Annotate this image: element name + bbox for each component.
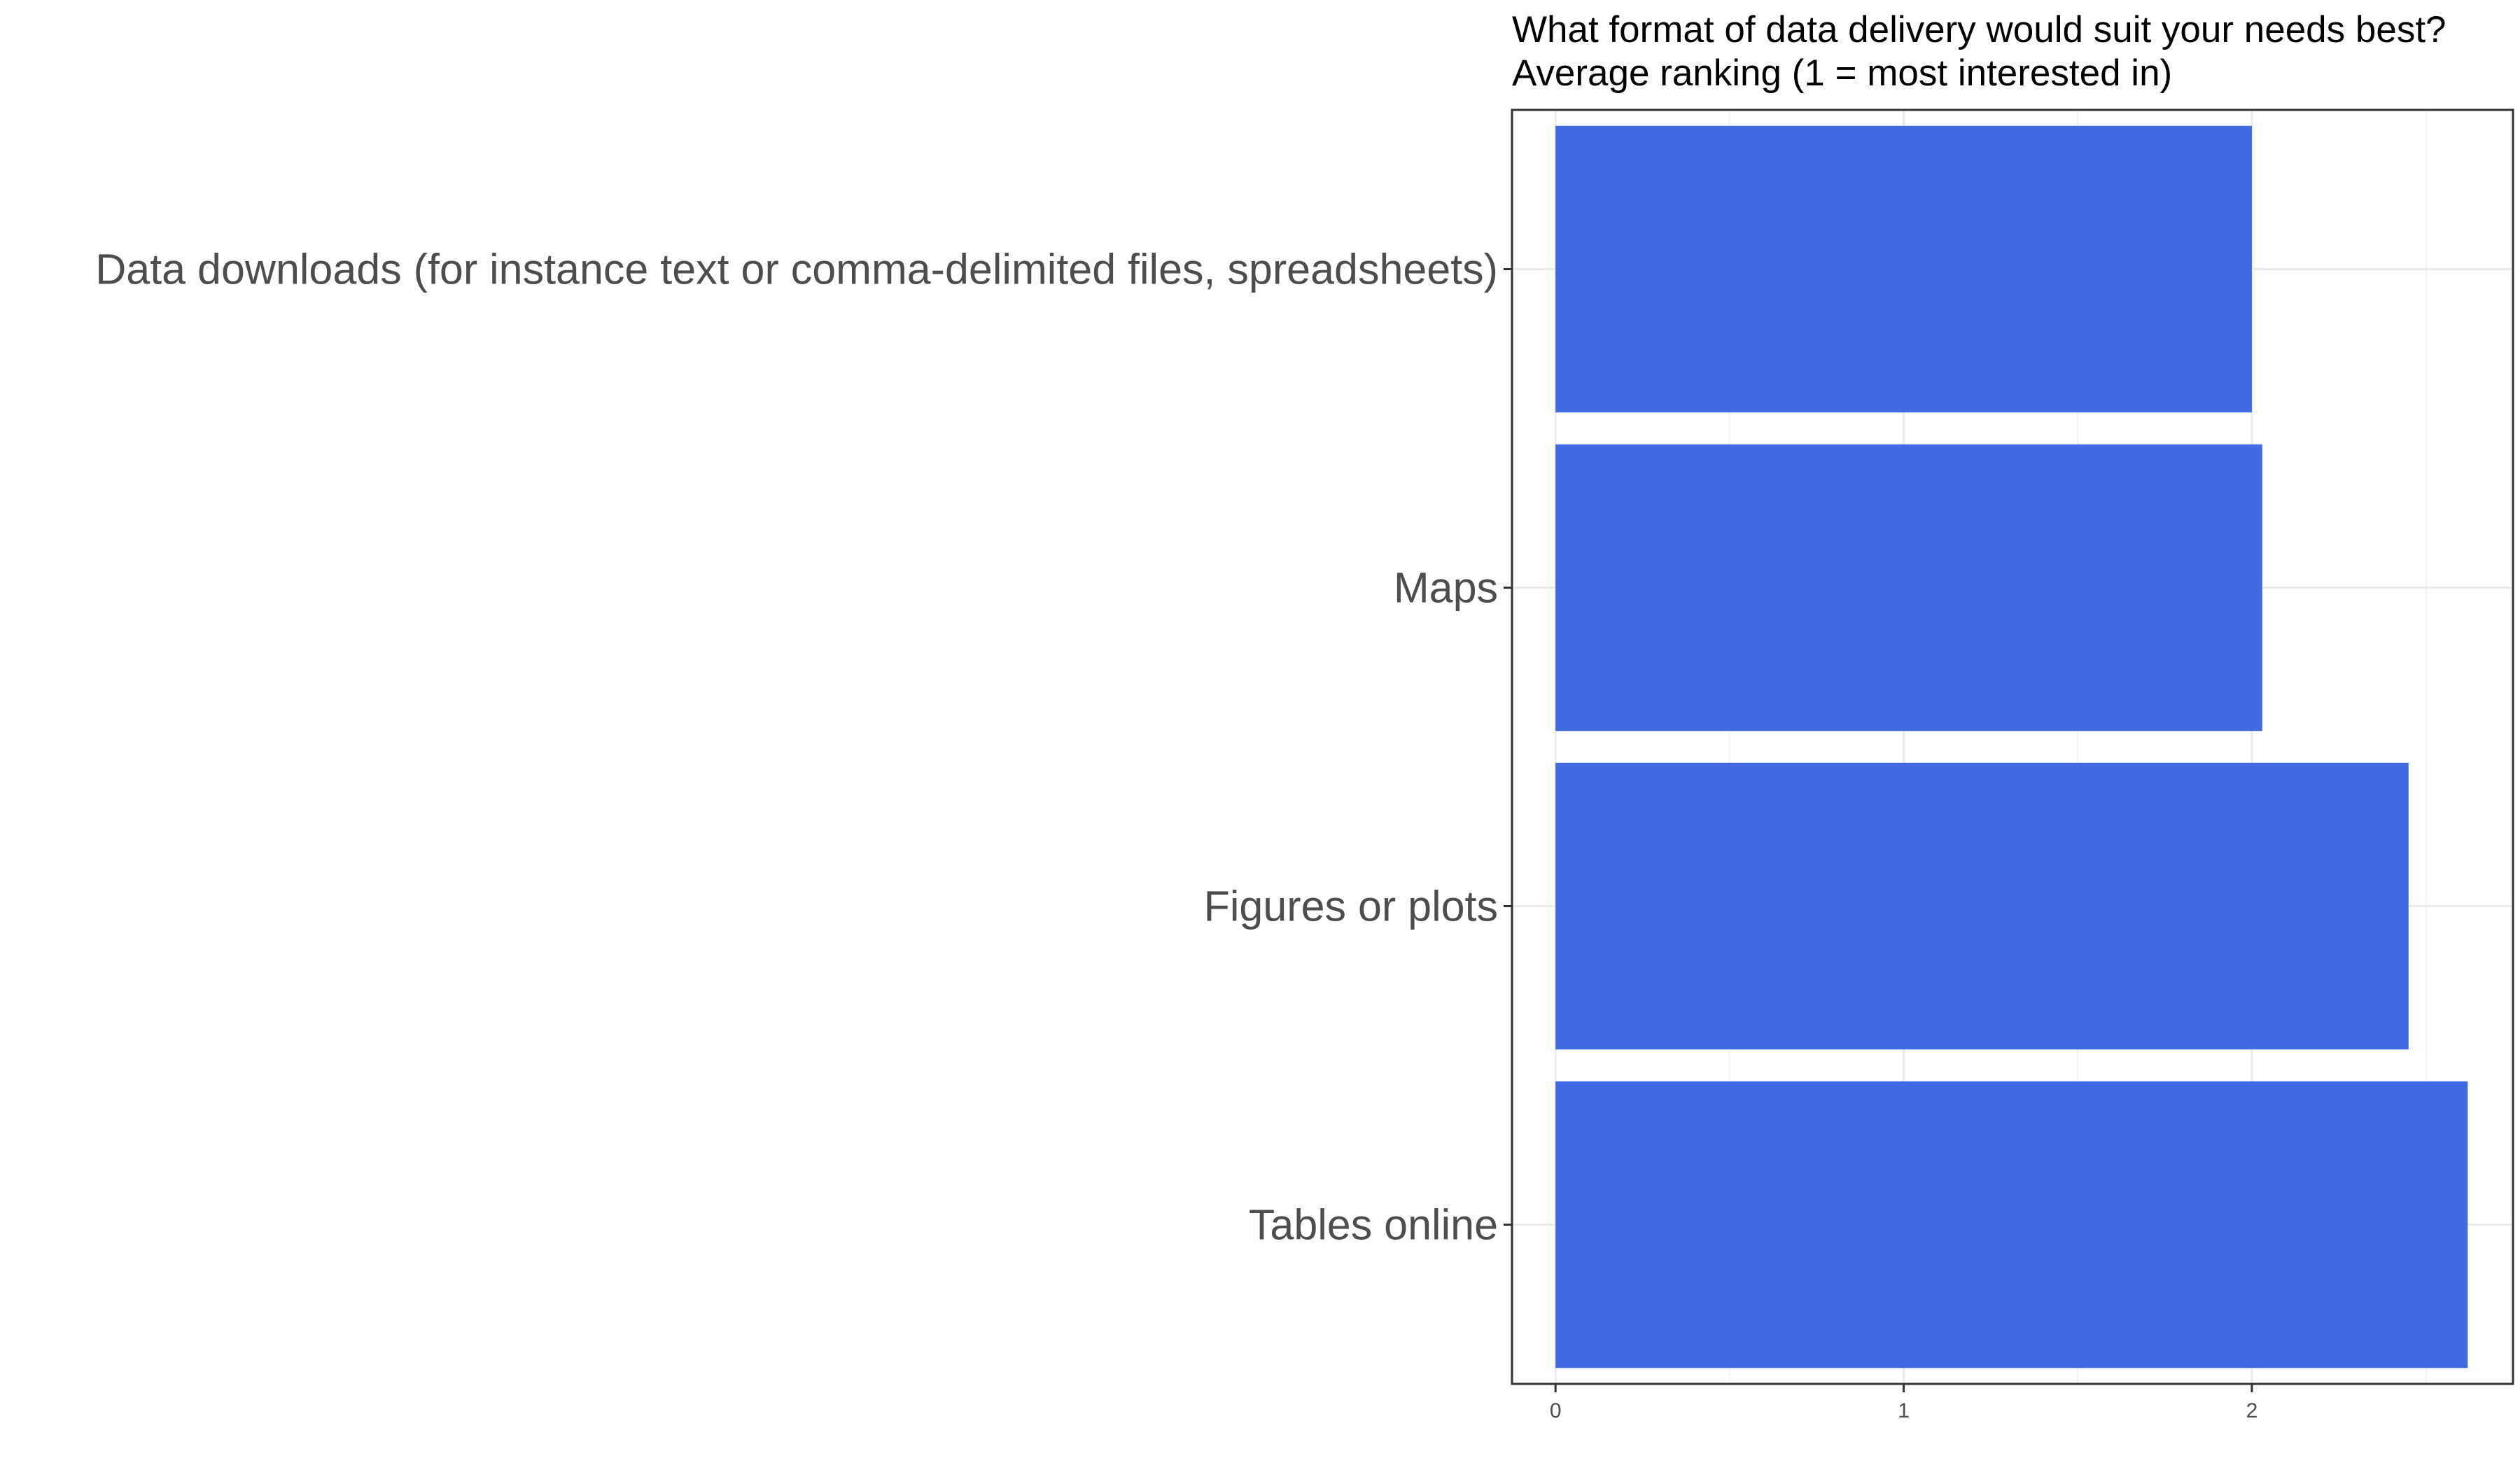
chart-title: What format of data delivery would suit … — [1512, 9, 2446, 50]
category-axis: Data downloads (for instance text or com… — [95, 246, 1512, 1249]
value-axis: 0 1 2 — [1550, 1384, 2258, 1422]
value-tick-label: 1 — [1898, 1399, 1910, 1422]
category-label: Maps — [1394, 564, 1498, 612]
bar — [1555, 444, 2262, 732]
bar — [1555, 1081, 2468, 1368]
value-tick-label: 2 — [2246, 1399, 2258, 1422]
bars — [1555, 125, 2468, 1368]
plot-panel-border — [1511, 108, 2514, 1385]
category-label: Tables online — [1249, 1201, 1498, 1249]
chart-subtitle: Average ranking (1 = most interested in) — [1512, 52, 2172, 94]
category-label: Figures or plots — [1204, 883, 1498, 930]
value-tick-label: 0 — [1550, 1399, 1562, 1422]
bar — [1555, 762, 2409, 1050]
bar — [1555, 125, 2252, 413]
category-label: Data downloads (for instance text or com… — [95, 246, 1498, 293]
